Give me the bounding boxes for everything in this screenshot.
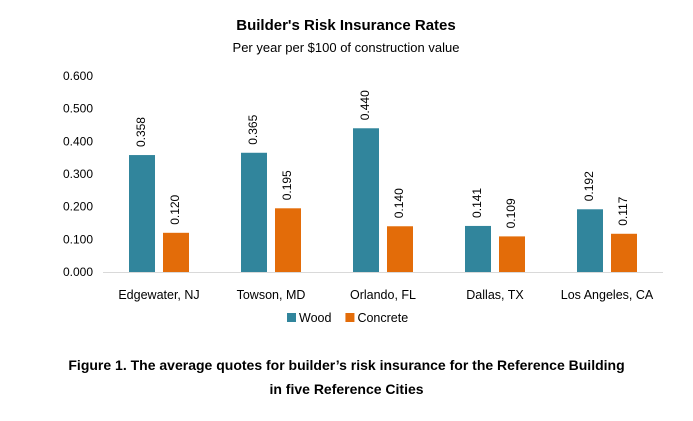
bar-wood-1 — [241, 152, 267, 272]
data-label-concrete-2: 0.140 — [392, 188, 406, 218]
y-tick-label: 0.100 — [63, 232, 93, 246]
bar-wood-0 — [129, 155, 155, 272]
data-label-concrete-4: 0.117 — [616, 196, 630, 225]
y-tick-label: 0.000 — [63, 265, 93, 279]
bar-concrete-4 — [611, 233, 637, 272]
data-label-concrete-1: 0.195 — [280, 170, 294, 200]
figure-caption-line-2: in five Reference Cities — [269, 381, 424, 397]
y-tick-label: 0.300 — [63, 167, 93, 181]
y-axis: 0.000 0.100 0.200 0.300 0.400 0.500 0.600 — [63, 69, 93, 279]
x-tick-label: Dallas, TX — [466, 288, 524, 302]
bar-concrete-1 — [275, 208, 301, 272]
bar-concrete-0 — [163, 232, 189, 272]
data-label-wood-0: 0.358 — [134, 117, 148, 147]
data-label-wood-3: 0.141 — [470, 188, 484, 218]
y-tick-label: 0.200 — [63, 200, 93, 214]
data-label-wood-1: 0.365 — [246, 114, 260, 144]
bars-group: 0.358 0.120 0.365 0.195 0.440 0.140 0.141 0.109… — [129, 90, 637, 272]
bar-concrete-3 — [499, 236, 525, 272]
data-label-wood-4: 0.192 — [582, 171, 596, 201]
legend-label-wood: Wood — [299, 311, 331, 325]
x-tick-label: Los Angeles, CA — [561, 288, 654, 302]
bar-wood-4 — [577, 209, 603, 272]
bar-concrete-2 — [387, 226, 413, 272]
y-tick-label: 0.600 — [63, 69, 93, 83]
data-label-concrete-3: 0.109 — [504, 198, 518, 228]
bar-wood-2 — [353, 128, 379, 272]
y-tick-label: 0.500 — [63, 102, 93, 116]
figure-caption-line-1: Figure 1. The average quotes for builder… — [68, 357, 625, 373]
x-tick-label: Orlando, FL — [350, 288, 416, 302]
data-label-concrete-0: 0.120 — [168, 194, 182, 224]
x-tick-label: Edgewater, NJ — [118, 288, 199, 302]
chart-subtitle: Per year per $100 of construction value — [233, 40, 460, 55]
legend: Wood Concrete — [287, 311, 408, 325]
x-tick-label: Towson, MD — [237, 288, 306, 302]
legend-swatch-wood — [287, 313, 296, 322]
chart-title: Builder's Risk Insurance Rates — [236, 17, 456, 34]
legend-label-concrete: Concrete — [357, 311, 408, 325]
data-label-wood-2: 0.440 — [358, 90, 372, 120]
legend-swatch-concrete — [345, 313, 355, 322]
bar-wood-3 — [465, 225, 491, 272]
x-axis: Edgewater, NJ Towson, MD Orlando, FL Dallas… — [103, 272, 663, 302]
y-tick-label: 0.400 — [63, 134, 93, 148]
bar-chart: Builder's Risk Insurance Rates Per year … — [63, 17, 663, 325]
